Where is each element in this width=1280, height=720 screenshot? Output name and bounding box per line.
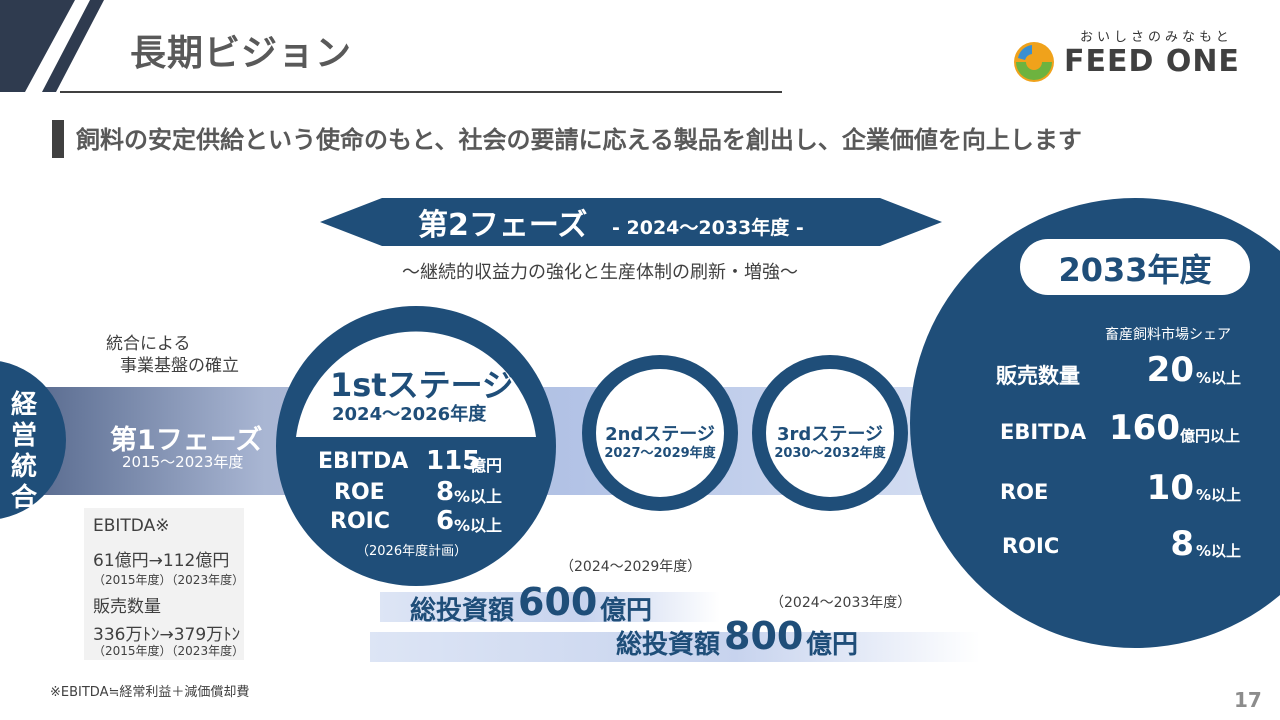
stage1-roe-unit: %以上 (454, 487, 503, 506)
target-sales-value: 20 (1146, 350, 1194, 390)
target-roic-value: 8 (1170, 524, 1194, 564)
brand-tagline: おいしさのみなもと (1080, 30, 1233, 45)
integration-line-1: 統合による (106, 334, 191, 354)
investment-a-unit: 億円 (600, 596, 653, 626)
page-title: 長期ビジョン (130, 33, 353, 74)
investment-a-value: 600 (518, 580, 598, 624)
target-ebitda-label: EBITDA (1000, 420, 1087, 444)
target-ebitda-unit: 億円以上 (1180, 427, 1241, 445)
target-ebitda-value: 160 (1109, 408, 1180, 448)
stage1-ebitda-label: EBITDA (318, 449, 409, 474)
target-sales-unit: %以上 (1196, 369, 1242, 387)
subtitle-marker (52, 120, 64, 158)
integration-note: 統合による 事業基盤の確立 (106, 333, 239, 377)
stage1-period: 2024～2026年度 (332, 404, 487, 425)
phase1-period: 2015～2023年度 (122, 453, 244, 471)
investment-b-period: （2024～2033年度） (770, 595, 912, 611)
stage1-roic-unit: %以上 (454, 516, 503, 535)
header-decoration (0, 0, 782, 93)
stage1-roic-value: 6 (436, 506, 455, 536)
history-sales-label: 販売数量 (93, 597, 161, 617)
target-year: 2033年度 (1058, 251, 1212, 289)
stage3-period: 2030～2032年度 (774, 446, 886, 461)
target-roic-unit: %以上 (1196, 542, 1242, 560)
history-ebitda-years: （2015年度）（2023年度） (93, 573, 245, 587)
target-roe-value: 10 (1146, 468, 1194, 508)
stage1-ebitda-value: 115 (426, 446, 481, 476)
target-roic-label: ROIC (1002, 534, 1060, 558)
investment-b-unit: 億円 (806, 630, 859, 660)
stage1-roe-value: 8 (436, 477, 455, 507)
stage1-title: 1stステージ (330, 366, 514, 404)
stage1-ebitda-unit: 億円 (470, 456, 503, 475)
investment-b-value: 800 (724, 614, 804, 658)
investment-a-label: 総投資額 (410, 596, 515, 626)
target-roe-unit: %以上 (1196, 486, 1242, 504)
stage2-title: 2ndステージ (605, 424, 715, 445)
history-box (84, 508, 244, 660)
phase2-period: - 2024～2033年度 - (612, 217, 804, 239)
history-sales-years: （2015年度）（2023年度） (93, 644, 245, 658)
target-year-pill (1020, 239, 1250, 295)
target-caption: 畜産飼料市場シェア (1105, 327, 1231, 343)
stage3-title: 3rdステージ (777, 424, 883, 445)
stage1-roe-label: ROE (334, 480, 385, 505)
page-number: 17 (1234, 688, 1262, 712)
investment-b-label: 総投資額 (616, 630, 721, 660)
investment-a-period: （2024～2029年度） (560, 559, 702, 575)
footnote: ※EBITDA≒経常利益＋減価償却費 (50, 685, 250, 700)
subtitle: 飼料の安定供給という使命のもと、社会の要請に応える製品を創出し、企業価値を向上し… (76, 126, 1082, 154)
phase2-title: 第2フェーズ (418, 208, 588, 243)
brand-name: FEED ONE (1064, 44, 1240, 79)
target-roe-label: ROE (1000, 480, 1049, 504)
history-ebitda-values: 61億円→112億円 (93, 551, 230, 571)
history-sales-values: 336万ﾄﾝ→379万ﾄﾝ (93, 625, 241, 645)
integration-line-2: 事業基盤の確立 (120, 356, 239, 376)
stage2-period: 2027～2029年度 (604, 446, 716, 461)
stage1-plan-note: （2026年度計画） (356, 544, 468, 559)
phase1-title: 第1フェーズ (110, 425, 263, 456)
target-sales-label: 販売数量 (996, 364, 1080, 388)
phase2-subtitle: ～継続的収益力の強化と生産体制の刷新・増強～ (402, 262, 798, 283)
stage1-roic-label: ROIC (330, 509, 390, 534)
vertical-label: 経営統合 (10, 390, 37, 513)
feed-one-logo-icon (1014, 42, 1054, 82)
history-ebitda-label: EBITDA※ (93, 516, 170, 536)
